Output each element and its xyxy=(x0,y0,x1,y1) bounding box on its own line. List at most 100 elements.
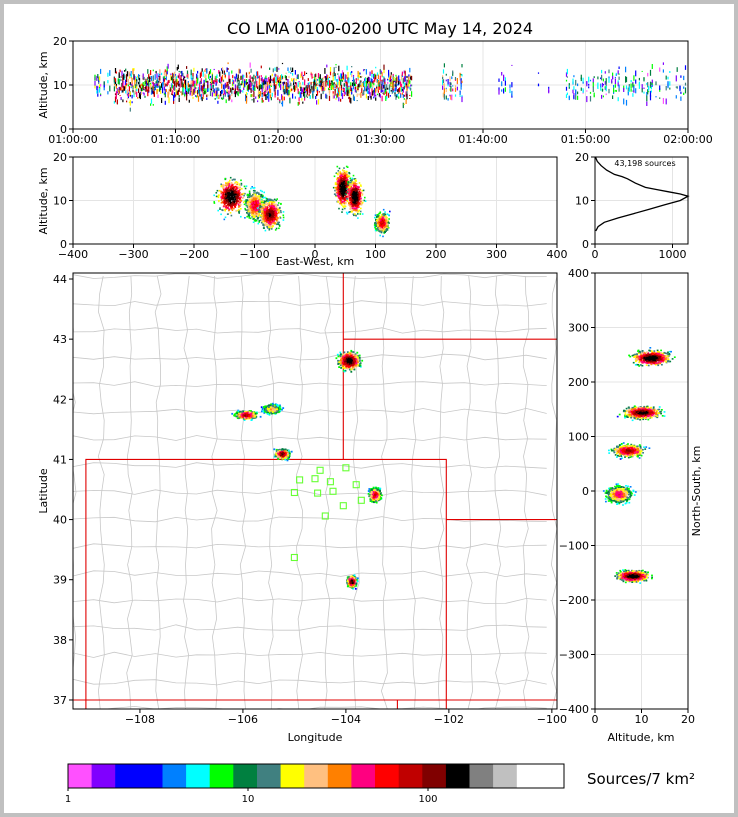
source-point xyxy=(248,79,250,86)
source-point xyxy=(338,199,341,202)
source-point xyxy=(344,197,347,199)
source-point xyxy=(344,91,346,95)
source-point xyxy=(337,201,339,203)
source-point xyxy=(352,213,355,216)
source-point xyxy=(274,85,276,90)
source-point xyxy=(264,229,267,232)
source-point xyxy=(218,97,220,99)
source-point xyxy=(97,86,99,89)
source-point xyxy=(568,85,570,87)
source-point xyxy=(339,81,341,85)
source-point xyxy=(459,91,461,96)
source-point xyxy=(343,189,346,191)
source-point xyxy=(641,88,643,93)
source-point xyxy=(205,88,207,94)
source-point xyxy=(262,196,264,198)
source-point xyxy=(198,91,201,97)
source-point xyxy=(264,200,267,203)
source-point xyxy=(212,80,214,83)
source-point xyxy=(190,86,192,92)
source-point xyxy=(233,187,235,189)
source-point xyxy=(317,73,320,79)
source-point xyxy=(222,205,225,208)
source-point xyxy=(165,70,167,77)
source-point xyxy=(240,182,243,185)
source-point xyxy=(255,210,257,213)
source-point xyxy=(568,96,570,101)
source-point xyxy=(271,92,273,97)
source-point xyxy=(258,211,260,213)
source-point xyxy=(410,87,412,91)
source-point xyxy=(222,189,225,191)
source-point xyxy=(600,83,602,88)
source-point xyxy=(342,90,344,92)
source-point xyxy=(501,72,503,76)
source-point xyxy=(350,196,353,198)
source-point xyxy=(178,73,180,79)
source-point xyxy=(400,87,403,92)
source-point xyxy=(266,85,268,87)
source-point xyxy=(633,84,635,86)
source-point xyxy=(197,90,199,94)
source-point xyxy=(650,82,652,85)
source-point xyxy=(338,65,340,72)
source-point xyxy=(197,88,200,94)
source-point xyxy=(347,183,349,186)
source-point xyxy=(334,183,337,186)
source-point xyxy=(617,97,619,102)
source-point xyxy=(548,86,550,89)
source-point xyxy=(120,87,122,91)
source-point xyxy=(150,85,152,90)
source-point xyxy=(162,88,164,94)
source-point xyxy=(334,76,336,81)
source-point xyxy=(646,92,648,96)
source-point xyxy=(338,181,340,183)
source-point xyxy=(230,205,232,208)
source-point xyxy=(146,85,148,92)
source-point xyxy=(354,203,356,206)
source-point xyxy=(147,69,149,74)
source-point xyxy=(263,201,265,204)
source-point xyxy=(669,87,671,90)
source-point xyxy=(362,92,364,96)
source-point xyxy=(271,210,273,213)
source-point xyxy=(189,86,191,91)
source-point xyxy=(251,207,253,209)
source-point xyxy=(225,205,228,207)
source-point xyxy=(348,190,350,193)
source-point xyxy=(461,74,463,77)
source-point xyxy=(230,203,233,205)
source-point xyxy=(275,215,277,217)
source-point xyxy=(342,206,345,209)
source-point xyxy=(126,98,129,100)
source-point xyxy=(276,82,278,85)
source-point xyxy=(335,66,337,68)
source-point xyxy=(409,80,411,84)
source-point xyxy=(184,83,186,89)
source-point xyxy=(257,94,260,97)
source-point xyxy=(269,85,271,89)
source-point xyxy=(253,219,256,221)
source-point xyxy=(131,94,133,99)
source-point xyxy=(343,175,346,177)
source-point xyxy=(340,77,343,82)
source-point xyxy=(126,71,129,77)
source-point xyxy=(236,196,239,199)
source-point xyxy=(233,186,235,188)
time-altitude-sources xyxy=(94,62,687,112)
source-point xyxy=(364,81,366,87)
source-point xyxy=(382,92,384,94)
source-point xyxy=(347,188,350,191)
source-point xyxy=(305,72,308,74)
source-point xyxy=(264,223,267,225)
source-point xyxy=(238,197,240,199)
source-point xyxy=(388,77,391,80)
source-point xyxy=(254,202,257,204)
source-point xyxy=(350,185,353,188)
source-point xyxy=(301,87,303,93)
source-point xyxy=(589,95,592,102)
source-point xyxy=(261,209,263,211)
source-point xyxy=(291,88,293,91)
source-point xyxy=(304,71,306,76)
source-point xyxy=(268,77,270,82)
